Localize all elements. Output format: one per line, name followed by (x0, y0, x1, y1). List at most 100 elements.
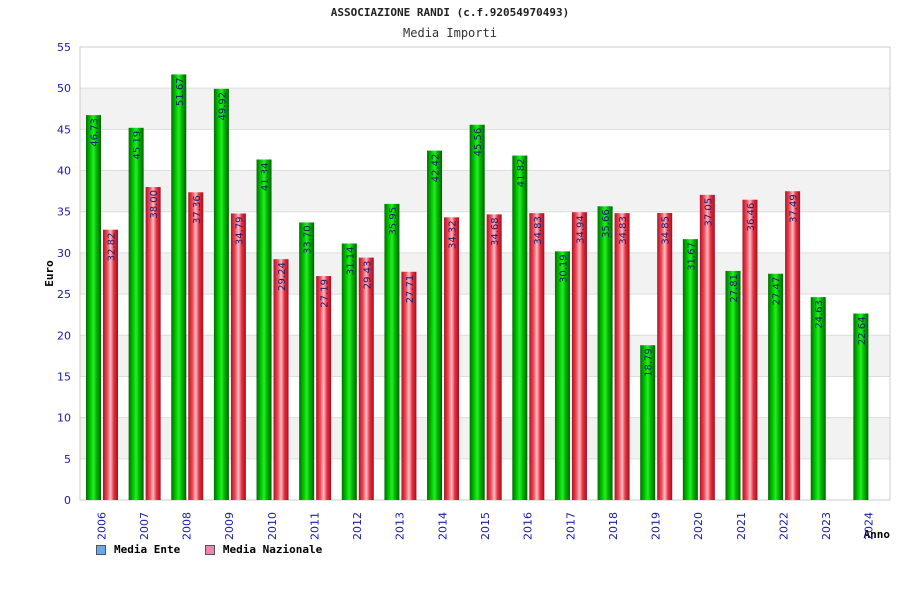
bar-media-ente-2017 (554, 251, 570, 500)
legend-swatch-media-ente (96, 544, 106, 555)
bar-media-nazionale-2011 (316, 276, 332, 500)
data-label: 29.43 (362, 261, 373, 290)
bar-media-nazionale-2008 (188, 192, 204, 500)
bar-media-ente-2009 (213, 88, 229, 500)
y-tick-label: 20 (57, 329, 71, 342)
y-axis-label: Euro (43, 260, 56, 287)
data-label: 36.46 (746, 203, 757, 232)
bar-media-nazionale-2007 (145, 187, 161, 500)
bar-media-nazionale-2020 (699, 194, 715, 501)
bar-media-ente-2006 (86, 115, 101, 500)
data-label: 37.49 (789, 194, 800, 223)
bar-media-ente-2007 (128, 127, 144, 500)
bar-media-ente-2013 (384, 203, 400, 501)
x-tick-label: 2013 (394, 512, 407, 540)
data-label: 27.81 (729, 274, 740, 303)
bar-media-ente-2020 (682, 239, 698, 500)
bar-media-ente-2016 (512, 155, 528, 500)
x-tick-label: 2014 (436, 512, 449, 540)
y-tick-label: 45 (57, 123, 71, 136)
data-label: 31.67 (686, 242, 697, 271)
x-tick-label: 2020 (692, 512, 705, 540)
x-tick-label: 2021 (735, 512, 748, 540)
bar-media-nazionale-2006 (103, 229, 118, 500)
bar-media-nazionale-2009 (230, 213, 246, 500)
bar-media-nazionale-2017 (571, 212, 587, 501)
data-label: 35.95 (388, 207, 399, 236)
bar-media-nazionale-2022 (785, 191, 801, 500)
data-label: 35.66 (601, 209, 612, 238)
y-tick-label: 15 (57, 370, 71, 383)
chart-title: ASSOCIAZIONE RANDI (c.f.92054970493) (330, 6, 570, 19)
y-tick-label: 35 (57, 206, 71, 219)
data-label: 34.94 (575, 215, 586, 244)
data-label: 37.05 (703, 198, 714, 227)
x-tick-label: 2008 (181, 512, 194, 540)
bar-media-ente-2023 (810, 297, 826, 500)
data-label: 27.19 (320, 279, 331, 308)
data-label: 46.73 (90, 118, 101, 147)
bar-media-nazionale-2013 (401, 271, 417, 500)
data-label: 27.47 (772, 277, 783, 306)
x-tick-label: 2018 (607, 512, 620, 540)
data-label: 41.82 (516, 159, 527, 188)
data-label: 27.71 (405, 275, 416, 304)
data-label: 51.67 (175, 77, 186, 106)
legend-swatch-media-nazionale (204, 544, 215, 555)
bar-media-ente-2008 (171, 74, 187, 500)
data-label: 34.32 (448, 220, 459, 249)
bar-media-ente-2014 (427, 150, 443, 500)
data-label: 38.00 (149, 190, 160, 219)
bar-media-nazionale-2021 (742, 199, 758, 500)
x-tick-label: 2024 (863, 512, 876, 540)
legend-label-media-ente: Media Ente (114, 543, 181, 556)
x-tick-label: 2006 (95, 512, 108, 540)
x-tick-label: 2022 (777, 512, 790, 540)
data-label: 34.83 (533, 216, 544, 245)
bar-media-nazionale-2014 (444, 217, 460, 500)
data-label: 49.92 (217, 92, 228, 121)
data-label: 34.83 (618, 216, 629, 245)
bar-media-nazionale-2019 (657, 212, 673, 501)
y-tick-label: 0 (64, 494, 71, 507)
y-tick-label: 40 (57, 165, 71, 178)
y-tick-label: 50 (57, 82, 71, 95)
data-label: 32.82 (107, 233, 118, 262)
grid-band (80, 88, 890, 130)
data-label: 41.34 (260, 163, 271, 192)
x-tick-label: 2011 (308, 512, 321, 540)
x-tick-label: 2009 (223, 512, 236, 540)
data-label: 29.24 (277, 262, 288, 291)
legend-item-media-nazionale: Media Nazionale (204, 543, 322, 556)
bar-media-ente-2012 (341, 243, 357, 500)
x-tick-label: 2015 (479, 512, 492, 540)
bar-media-ente-2010 (256, 159, 272, 500)
bar-media-nazionale-2016 (529, 213, 545, 501)
data-label: 18.79 (644, 348, 655, 377)
data-label: 45.19 (132, 131, 143, 160)
data-label: 33.70 (303, 225, 314, 254)
data-label: 22.64 (857, 317, 868, 346)
x-tick-label: 2019 (650, 512, 663, 540)
x-tick-label: 2007 (138, 512, 151, 540)
data-label: 30.19 (558, 254, 569, 283)
y-tick-label: 30 (57, 247, 71, 260)
data-label: 42.42 (431, 154, 442, 183)
bar-media-ente-2024 (853, 313, 869, 500)
bar-media-nazionale-2010 (273, 259, 289, 500)
x-tick-label: 2012 (351, 512, 364, 540)
bar-media-ente-2015 (469, 124, 485, 500)
x-tick-label: 2017 (564, 512, 577, 540)
bar-media-ente-2022 (768, 273, 784, 500)
bar-media-nazionale-2012 (358, 257, 374, 500)
x-tick-label: 2023 (820, 512, 833, 540)
bar-media-nazionale-2018 (614, 213, 630, 501)
data-label: 34.68 (490, 217, 501, 246)
x-tick-label: 2016 (522, 512, 535, 540)
bar-media-ente-2011 (299, 222, 315, 500)
bar-media-ente-2018 (597, 206, 613, 501)
y-tick-label: 5 (64, 453, 71, 466)
data-label: 34.85 (661, 216, 672, 245)
